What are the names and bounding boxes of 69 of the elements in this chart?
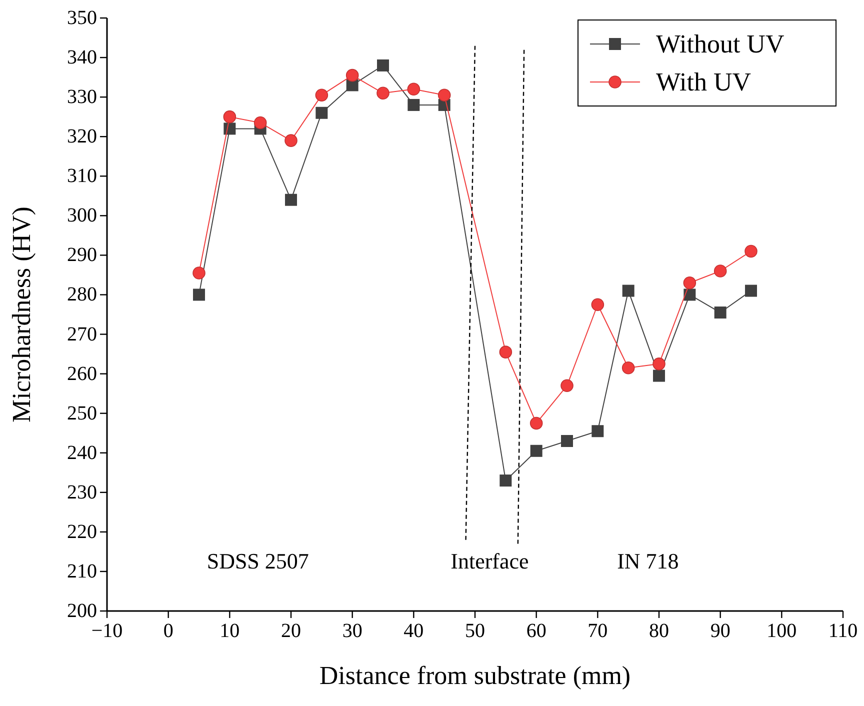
x-tick-label: 0 (163, 620, 174, 642)
y-tick-label: 200 (67, 600, 97, 622)
point (591, 298, 604, 312)
y-tick-label: 350 (67, 7, 97, 29)
point (560, 379, 574, 392)
point (376, 86, 390, 100)
point (193, 288, 205, 301)
point (744, 244, 758, 258)
point (192, 266, 206, 280)
y-axis-title: Microhardness (HV) (7, 206, 36, 422)
point (408, 98, 420, 111)
y-tick-label: 230 (67, 481, 97, 504)
point (683, 276, 696, 290)
point (530, 416, 543, 430)
x-axis-title: Distance from substrate (mm) (319, 661, 631, 690)
x-tick-label: 90 (710, 620, 730, 642)
point (254, 116, 267, 130)
point (714, 306, 726, 319)
y-tick-label: 250 (67, 402, 97, 424)
x-tick-label: 10 (220, 620, 240, 642)
x-tick-label: 20 (281, 620, 301, 642)
y-tick-label: 310 (67, 165, 97, 188)
y-tick-label: 220 (67, 520, 97, 543)
point (714, 264, 727, 278)
point (407, 82, 420, 96)
x-tick-label: 40 (404, 620, 424, 642)
point (346, 68, 359, 82)
y-tick-label: 320 (67, 126, 97, 148)
point (500, 474, 512, 487)
point (284, 134, 298, 147)
point (652, 358, 666, 370)
y-tick-label: 260 (67, 362, 97, 385)
point (745, 284, 757, 297)
point (438, 88, 451, 102)
point (592, 425, 604, 438)
y-tick-label: 330 (67, 86, 97, 108)
x-tick-label: 60 (526, 620, 546, 642)
point (530, 444, 542, 457)
x-tick-label: 100 (766, 620, 797, 642)
point (653, 370, 665, 382)
y-tick-label: 300 (67, 204, 97, 227)
y-tick-label: 270 (67, 323, 97, 346)
point (223, 110, 236, 124)
y-tick-label: 240 (67, 442, 97, 464)
y-tick-label: 340 (67, 46, 97, 69)
legend-label: Without UV (656, 30, 784, 58)
x-tick-label: −10 (91, 620, 123, 642)
annotation: SDSS 2507 (206, 548, 309, 574)
point (499, 346, 512, 358)
point (224, 122, 236, 135)
point (684, 288, 696, 301)
y-tick-label: 210 (67, 560, 97, 582)
legend-label: With UV (656, 68, 752, 96)
point (377, 59, 389, 72)
x-tick-label: 80 (649, 620, 669, 642)
x-tick-label: 70 (588, 620, 608, 642)
x-tick-label: 110 (828, 620, 858, 642)
annotation: IN 718 (617, 548, 679, 574)
point (316, 106, 328, 119)
point (285, 194, 297, 206)
x-tick-label: 30 (342, 620, 362, 642)
y-tick-label: 290 (67, 244, 97, 266)
y-tick-label: 280 (67, 284, 97, 306)
x-tick-label: 50 (465, 620, 485, 642)
annotation: Interface (450, 548, 529, 574)
point (561, 435, 573, 448)
point (622, 361, 635, 374)
point (622, 284, 634, 297)
point (315, 88, 328, 102)
